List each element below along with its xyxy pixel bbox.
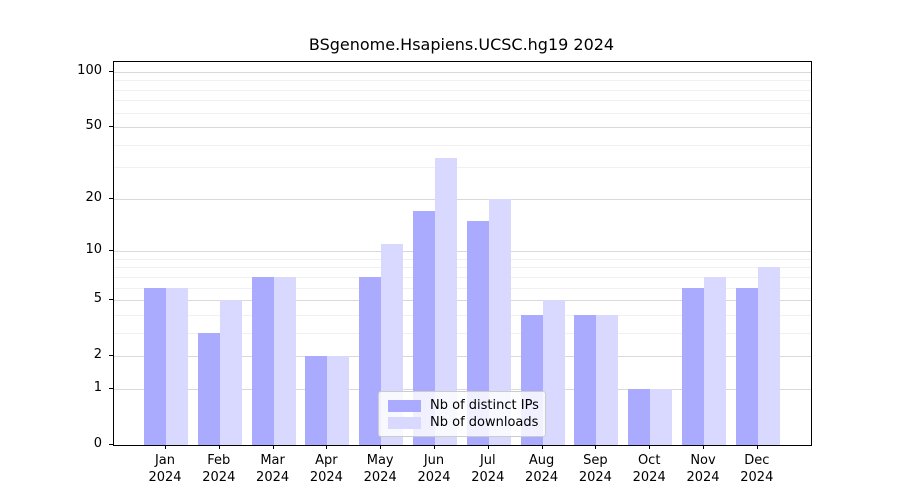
plot-area (113, 61, 812, 446)
gridline-minor (114, 258, 811, 260)
x-tick-label: Mar 2024 (256, 453, 290, 485)
y-tick-label: 0 (93, 436, 102, 451)
gridline-major (114, 251, 811, 253)
bar-distinct-ips (144, 287, 166, 445)
gridline-major (114, 388, 811, 390)
bar-downloads (704, 276, 726, 445)
x-tick-mark (756, 445, 758, 449)
legend-entry-downloads: Nb of downloads (388, 415, 539, 430)
y-tick-label: 20 (85, 189, 102, 205)
bar-distinct-ips (413, 211, 435, 445)
x-tick-label: May 2024 (363, 453, 397, 485)
legend: Nb of distinct IPs Nb of downloads (378, 391, 546, 437)
x-tick-mark (380, 445, 382, 449)
gridline-major (114, 198, 811, 200)
x-tick-mark (218, 445, 220, 449)
gridline-minor (114, 167, 811, 169)
y-tick-mark (109, 70, 113, 72)
gridline-minor (114, 267, 811, 269)
gridline-minor (114, 80, 811, 82)
y-tick-mark (109, 444, 113, 445)
y-tick-mark (109, 355, 113, 357)
bar-distinct-ips (682, 287, 704, 445)
x-tick-label: Dec 2024 (740, 453, 774, 485)
y-tick-label: 1 (93, 379, 102, 395)
bar-distinct-ips (574, 314, 597, 445)
y-tick-mark (109, 387, 113, 389)
x-tick-mark (326, 445, 328, 449)
x-tick-mark (272, 445, 274, 449)
gridline-major (114, 300, 811, 302)
x-tick-label: Apr 2024 (309, 453, 343, 485)
bar-downloads (327, 356, 350, 445)
legend-swatch-distinct-ips (388, 399, 421, 412)
gridline-minor (114, 287, 811, 289)
x-tick-label: Sep 2024 (578, 453, 612, 485)
legend-entry-distinct-ips: Nb of distinct IPs (388, 398, 539, 413)
x-tick-mark (165, 445, 166, 449)
x-tick-label: Feb 2024 (202, 453, 236, 485)
y-tick-mark (109, 250, 113, 252)
y-tick-label: 50 (85, 118, 102, 134)
y-tick-mark (109, 126, 113, 128)
x-tick-label: Jul 2024 (471, 453, 505, 485)
legend-label-downloads: Nb of downloads (430, 415, 539, 430)
bar-distinct-ips (735, 287, 758, 445)
gridline-major (114, 127, 811, 129)
x-tick-mark (541, 445, 543, 449)
gridline-minor (114, 144, 811, 146)
y-tick-mark (109, 197, 113, 199)
gridline-major (114, 71, 811, 73)
x-tick-mark (595, 445, 597, 449)
bar-downloads (596, 314, 619, 445)
bar-distinct-ips (251, 276, 274, 445)
y-tick-label: 10 (85, 242, 102, 258)
x-tick-label: Jun 2024 (417, 453, 451, 485)
x-tick-label: Jan 2024 (148, 453, 182, 485)
x-tick-label: Nov 2024 (686, 453, 720, 485)
chart-title: BSgenome.Hsapiens.UCSC.hg19 2024 (308, 35, 615, 54)
legend-swatch-downloads (388, 416, 421, 429)
bar-distinct-ips (359, 276, 382, 445)
x-tick-mark (649, 445, 651, 449)
bar-downloads (650, 389, 673, 445)
gridline-major (114, 356, 811, 358)
gridline-minor (114, 314, 811, 316)
bar-distinct-ips (305, 356, 328, 445)
y-tick-mark (109, 299, 113, 301)
x-tick-mark (434, 445, 435, 449)
y-tick-label: 5 (93, 291, 102, 307)
gridline-minor (114, 276, 811, 278)
gridline-minor (114, 112, 811, 114)
bar-downloads (166, 287, 188, 445)
bar-distinct-ips (628, 389, 651, 445)
legend-label-distinct-ips: Nb of distinct IPs (430, 398, 539, 413)
bar-distinct-ips (197, 332, 220, 445)
bar-downloads (435, 157, 457, 445)
bar-downloads (488, 198, 511, 445)
x-tick-mark (703, 445, 704, 449)
bar-downloads (219, 300, 242, 445)
bar-downloads (273, 276, 296, 445)
gridline-minor (114, 100, 811, 102)
y-tick-label: 100 (77, 62, 102, 78)
gridline-minor (114, 332, 811, 334)
bar-downloads (757, 267, 780, 445)
bar-downloads (542, 300, 565, 445)
x-tick-label: Aug 2024 (525, 453, 559, 485)
y-tick-label: 2 (93, 347, 102, 363)
gridline-minor (114, 89, 811, 91)
x-tick-label: Oct 2024 (632, 453, 666, 485)
x-tick-mark (487, 445, 489, 449)
bar-distinct-ips (466, 220, 489, 445)
